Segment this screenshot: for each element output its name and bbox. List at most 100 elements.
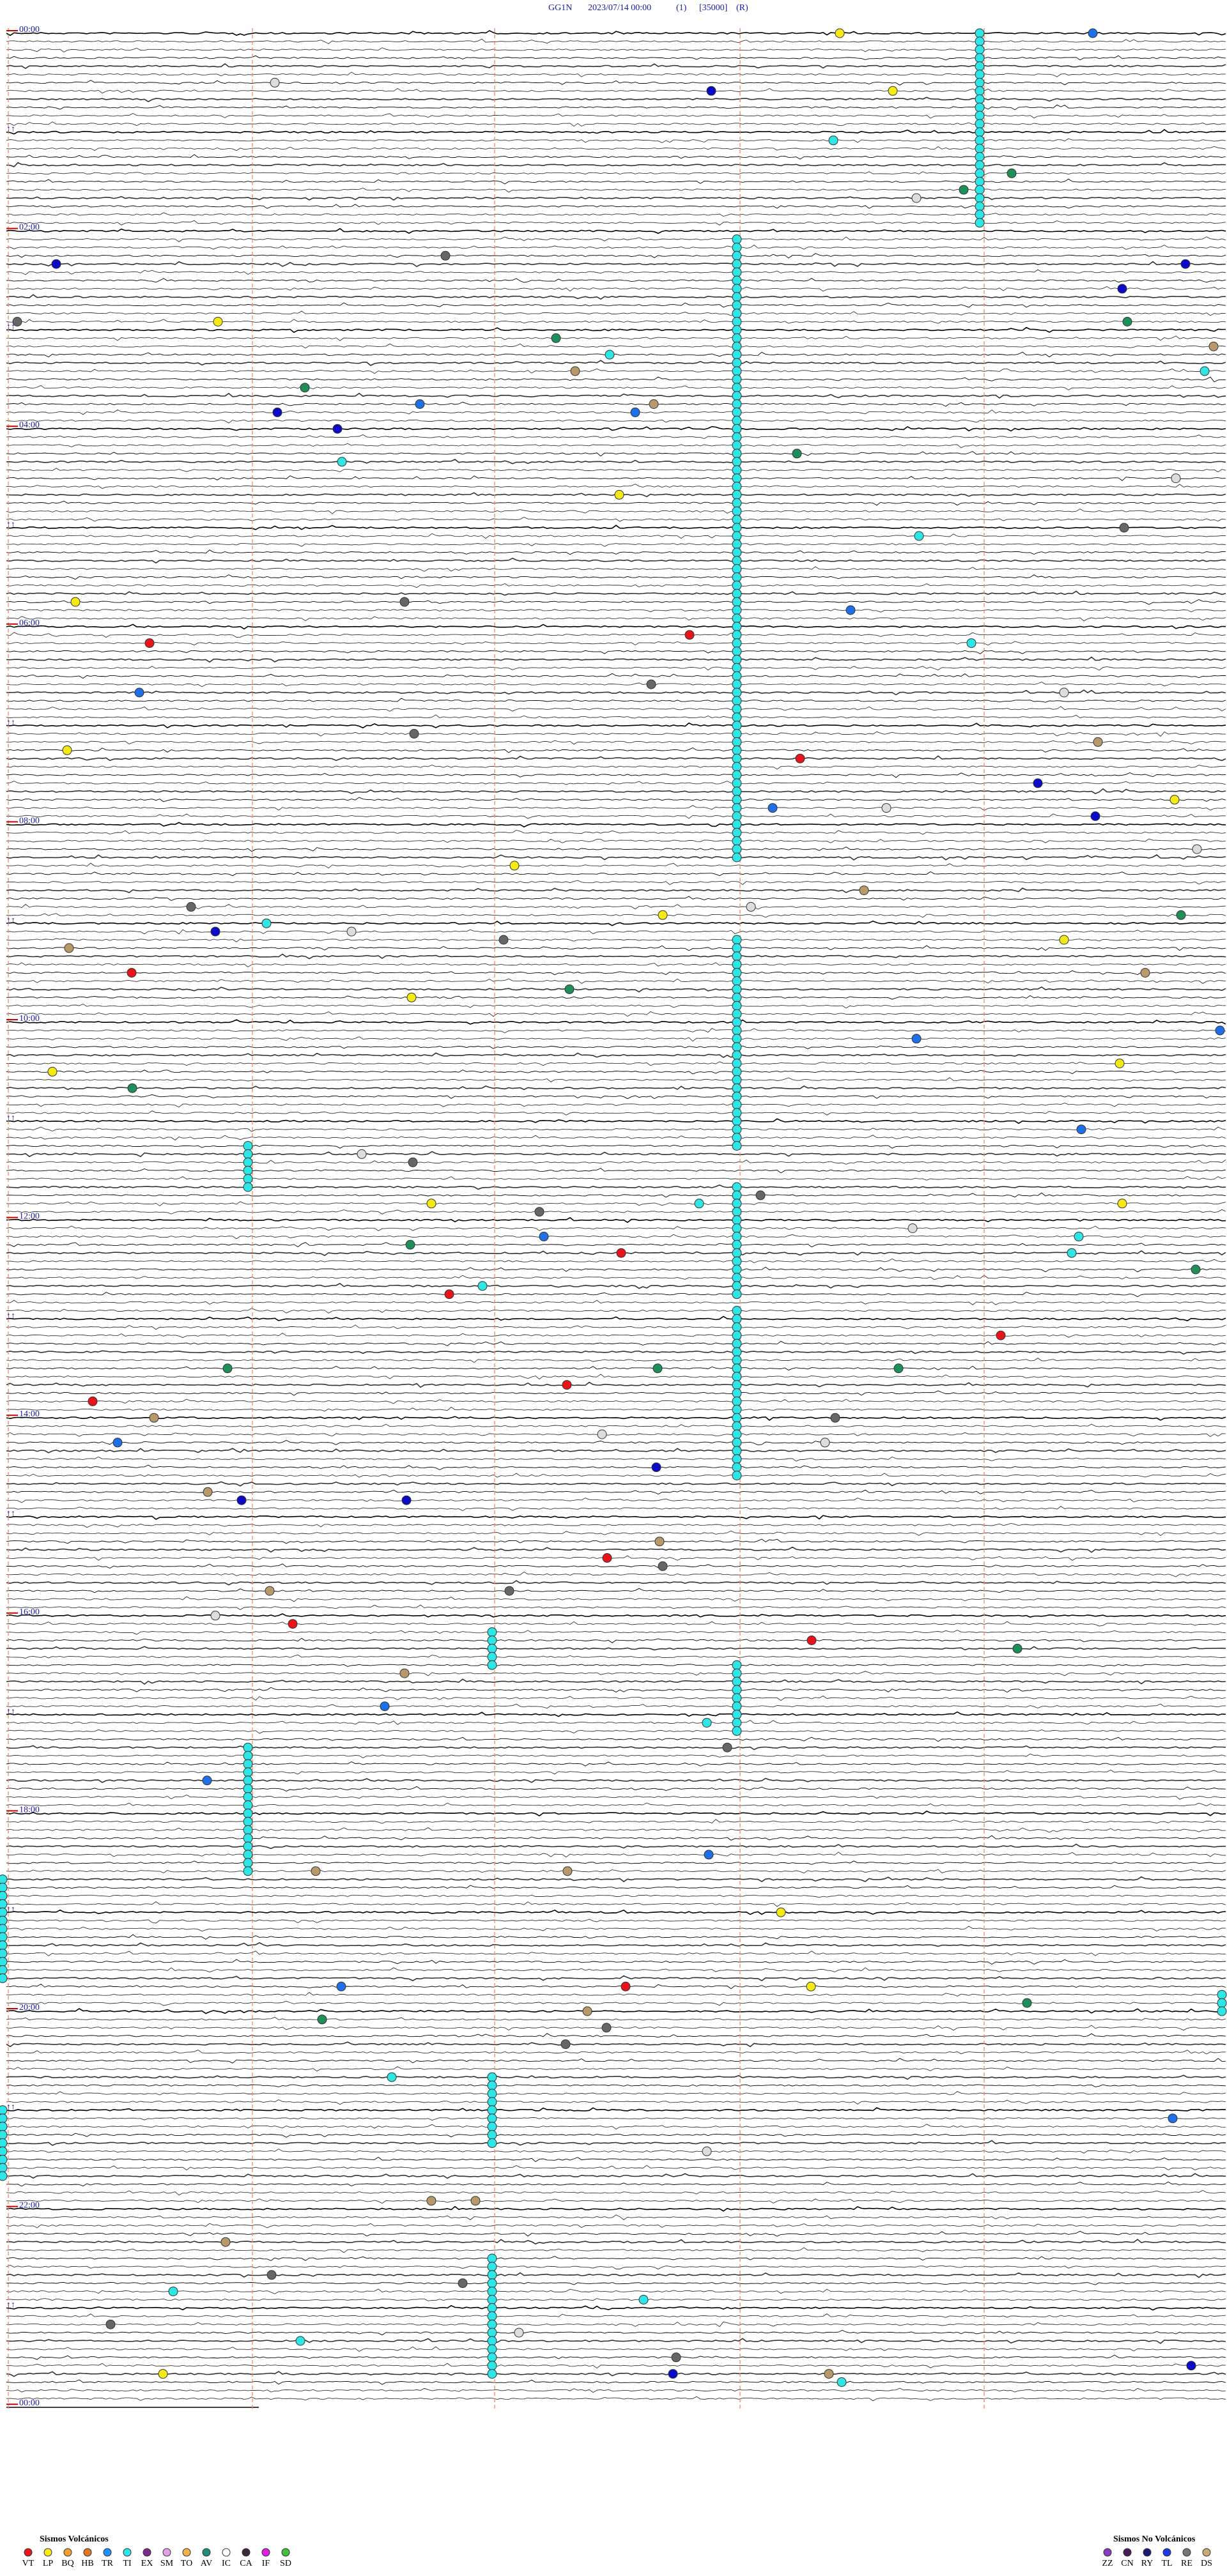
- event: [732, 943, 742, 953]
- trace: [6, 128, 1226, 135]
- trace: [6, 2396, 1226, 2402]
- trace: [6, 1851, 1226, 1858]
- event: [158, 2369, 168, 2379]
- event: [12, 317, 22, 326]
- trace: [6, 451, 1226, 457]
- trace: [6, 1729, 1226, 1734]
- event: [597, 1429, 607, 1439]
- trace: [6, 689, 1226, 696]
- event: [534, 1207, 544, 1217]
- trace: [6, 2008, 1226, 2014]
- trace: [6, 656, 1226, 663]
- event: [732, 432, 742, 442]
- trace: [6, 822, 1226, 828]
- event: [732, 1248, 742, 1258]
- trace: [6, 1110, 1226, 1116]
- trace: [6, 781, 1226, 785]
- trace: [6, 871, 1226, 877]
- trace: [6, 731, 1226, 737]
- event: [732, 679, 742, 689]
- event: [966, 638, 976, 648]
- event: [975, 61, 985, 72]
- event: [1122, 317, 1132, 326]
- trace: [6, 1860, 1226, 1865]
- event: [694, 1199, 704, 1209]
- trace: [6, 162, 1226, 167]
- event: [732, 1380, 742, 1390]
- trace: [6, 2099, 1226, 2105]
- trace: [6, 542, 1226, 547]
- event: [732, 1710, 742, 1720]
- event: [732, 827, 742, 838]
- hour-mark: ↑↑: [6, 1312, 15, 1321]
- event: [732, 1231, 742, 1241]
- event: [62, 745, 72, 755]
- trace: [6, 2149, 1226, 2154]
- event: [732, 1199, 742, 1209]
- legend-marker: [1103, 2548, 1112, 2557]
- event: [210, 1611, 220, 1621]
- event: [702, 2146, 712, 2156]
- trace: [6, 1439, 1226, 1446]
- trace: [6, 1546, 1226, 1553]
- trace: [6, 484, 1226, 489]
- event: [975, 185, 985, 195]
- time-label: 00:00: [19, 25, 40, 34]
- event: [732, 242, 742, 252]
- event: [732, 1289, 742, 1300]
- legend-code: CN: [1121, 2559, 1133, 2568]
- event: [732, 1207, 742, 1217]
- trace: [6, 666, 1226, 671]
- event: [616, 1248, 626, 1258]
- trace: [6, 2239, 1226, 2245]
- event: [440, 250, 451, 261]
- event: [638, 2295, 649, 2304]
- trace: [6, 1876, 1226, 1883]
- trace: [6, 38, 1226, 44]
- event: [243, 1767, 253, 1777]
- event: [243, 1165, 253, 1176]
- trace: [6, 2363, 1226, 2369]
- trace: [6, 1242, 1226, 1248]
- event: [732, 1017, 742, 1027]
- event: [1192, 844, 1202, 854]
- event: [732, 687, 742, 698]
- trace: [6, 1258, 1226, 1263]
- event: [732, 819, 742, 829]
- event: [732, 1404, 742, 1414]
- event: [732, 415, 742, 425]
- legend-code: CA: [240, 2559, 252, 2568]
- event: [732, 951, 742, 962]
- event: [127, 1083, 137, 1093]
- event: [911, 193, 922, 203]
- event: [1176, 910, 1186, 920]
- trace: [6, 2205, 1226, 2212]
- trace: [6, 1506, 1226, 1512]
- trace: [6, 1151, 1226, 1158]
- trace: [6, 772, 1226, 778]
- event: [243, 1157, 253, 1167]
- trace: [6, 385, 1226, 390]
- event: [426, 2196, 436, 2206]
- event: [70, 597, 81, 607]
- header: GG1N 2023/07/14 00:00 (1) [35000] (R): [548, 3, 748, 13]
- trace: [6, 236, 1226, 242]
- trace: [6, 1678, 1226, 1685]
- trace: [6, 1004, 1226, 1009]
- trace: [6, 2133, 1226, 2138]
- event: [605, 349, 615, 360]
- trace: [6, 1745, 1226, 1751]
- trace: [6, 574, 1226, 580]
- event: [405, 1239, 415, 1250]
- trace: [6, 253, 1226, 259]
- event: [243, 1816, 253, 1827]
- event: [732, 1471, 742, 1480]
- trace: [6, 459, 1226, 464]
- event: [1168, 2113, 1178, 2124]
- event: [975, 102, 985, 112]
- event: [458, 2278, 468, 2288]
- event: [582, 2006, 592, 2016]
- event: [149, 1413, 159, 1423]
- trace: [6, 171, 1226, 176]
- event: [0, 1915, 8, 1926]
